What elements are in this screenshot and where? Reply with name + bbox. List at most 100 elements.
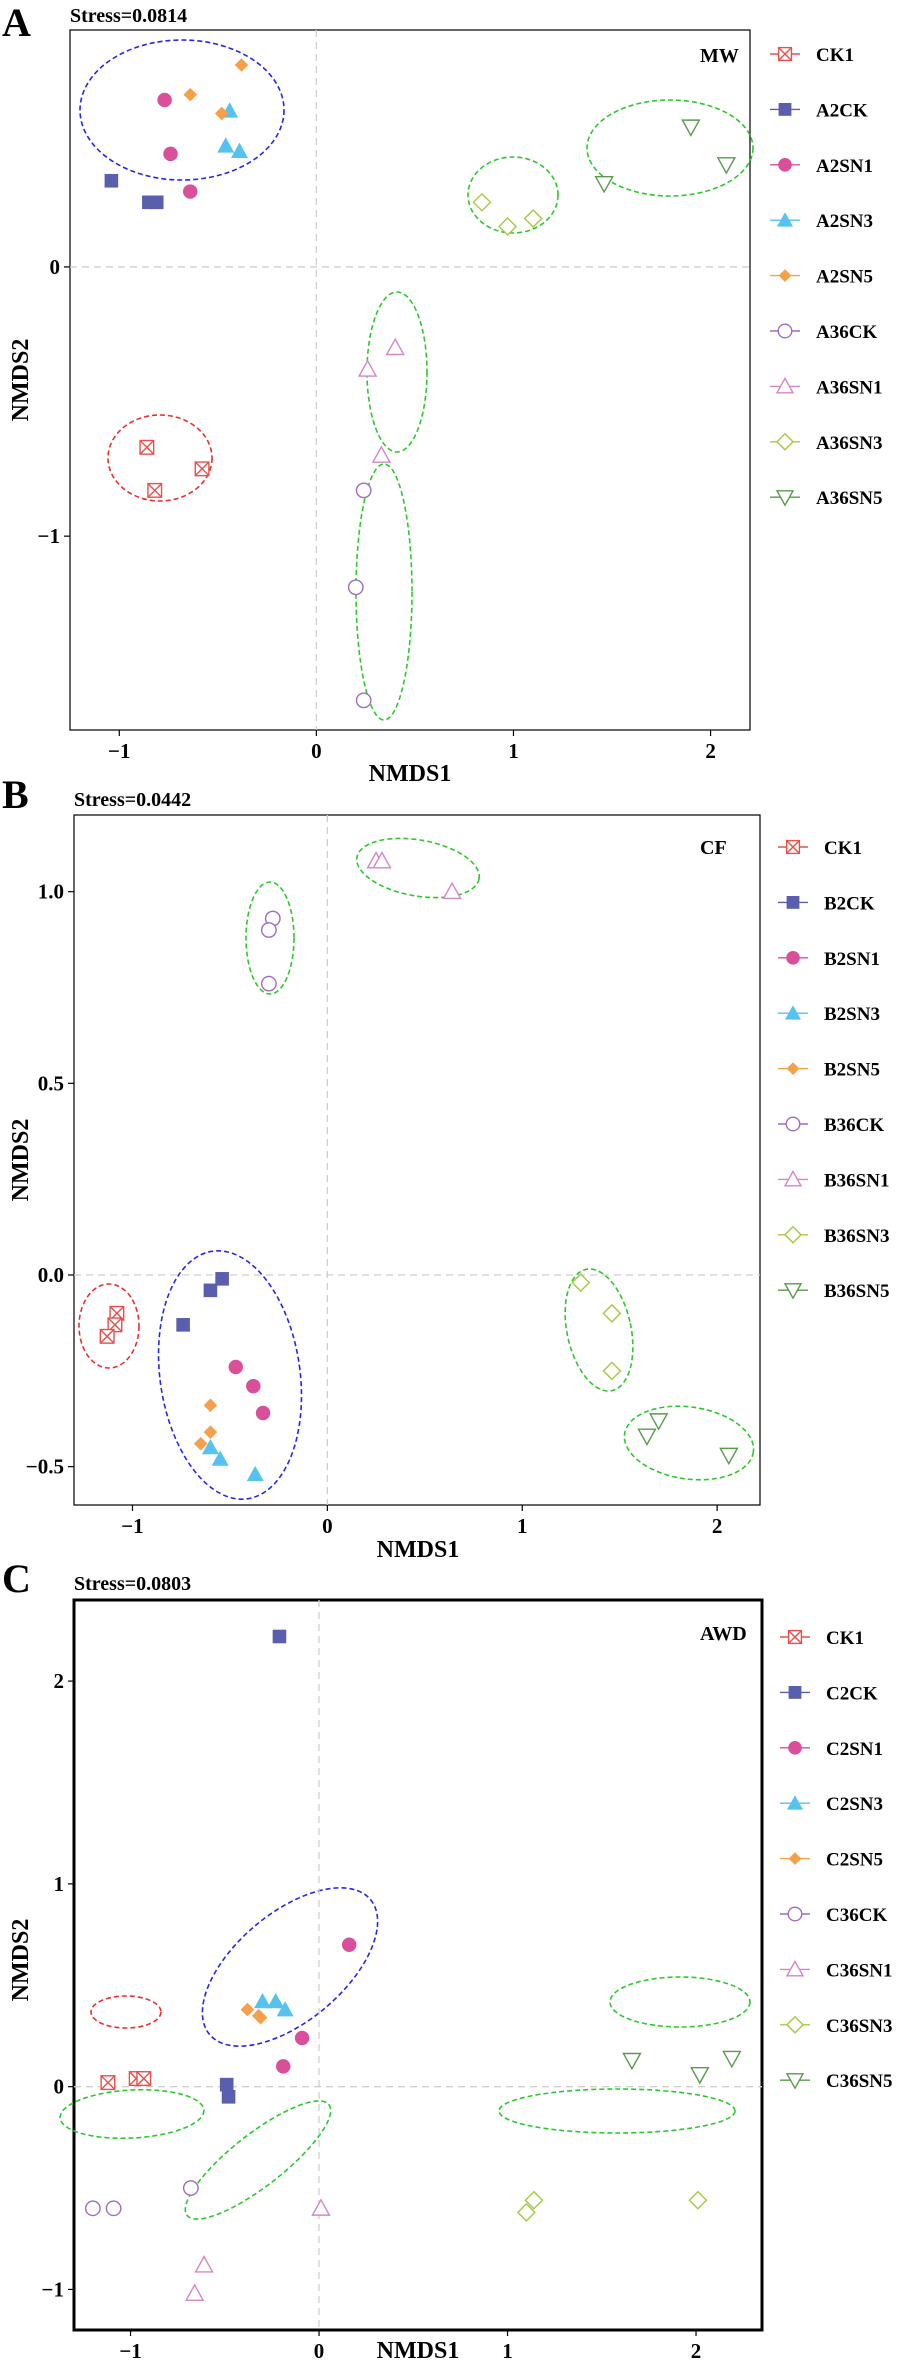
panel-b-point-b2sn3 <box>246 1465 264 1482</box>
panel-a-points <box>104 58 737 709</box>
panel-b-legend-marker-b36sn1 <box>783 1169 803 1187</box>
panel-b-point-b2sn1 <box>246 1378 261 1394</box>
panel-b-legend: CK1 B2CK B2SN1 B2SN3 B2SN5 B36CK B36SN1 B36SN3 B… <box>778 838 889 1302</box>
panel-b-ylabel: NMDS2 <box>8 1119 34 1202</box>
panel-a-point-a36sn3 <box>498 217 518 237</box>
panel-a-point-a2ck <box>104 173 119 188</box>
panel-b-point-b36sn1 <box>442 881 462 900</box>
panel-c-legend-marker-c36sn3 <box>786 2015 804 2034</box>
panel-c-xlabel: NMDS1 <box>377 2338 460 2363</box>
panel-c-legend-marker-c2sn5 <box>788 1852 802 1865</box>
panel-a: A Stress=0.0814 MW NMDS1 NMDS2 −1 0 1 2−10 … <box>2 0 883 787</box>
panel-a-xlabel: NMDS1 <box>369 761 452 787</box>
panel-a-point-a36sn3 <box>523 208 543 228</box>
panel-c-xtick-label: 1 <box>502 2339 513 2363</box>
panel-a-point-a36ck <box>347 579 364 596</box>
panel-b-point-b2ck <box>215 1272 229 1286</box>
panel-c-legend-label-c2sn1: C2SN1 <box>826 1739 883 1760</box>
panel-a-point-ck1 <box>194 461 210 477</box>
panel-a-ellipse-ck1 <box>107 414 213 502</box>
panel-c-point-c36ck <box>182 2180 199 2196</box>
panel-c-plot-frame <box>72 1598 764 2332</box>
panel-c-legend-label-c2sn3: C2SN3 <box>826 1794 883 1815</box>
panel-a-legend-marker-a36ck <box>777 323 793 339</box>
panel-c-ellipse-36sn3 <box>498 2088 736 2134</box>
panel-b-label: B <box>2 772 29 817</box>
panel-b-xtick-label: −1 <box>121 1514 143 1538</box>
panel-b-point-b36sn3 <box>602 1361 622 1381</box>
panel-b-points <box>99 851 739 1482</box>
panel-b-xlabel: NMDS1 <box>377 1537 460 1563</box>
panel-b-ellipses <box>78 837 755 1500</box>
panel-a-point-ck1 <box>139 439 155 455</box>
panel-c-legend-label-ck1: CK1 <box>826 1628 864 1649</box>
panel-a-legend-marker-a2sn3 <box>777 212 793 227</box>
panel-c-ytick-label: 1 <box>54 1872 65 1896</box>
panel-a-point-a36sn1 <box>357 359 378 377</box>
panel-a-xtick-label: −1 <box>108 739 130 763</box>
panel-b-legend-marker-b36sn3 <box>784 1225 802 1244</box>
panel-c-legend-marker-c36sn5 <box>785 2073 805 2090</box>
panel-c-legend-label-c2sn5: C2SN5 <box>826 1850 883 1871</box>
panel-a-point-a2sn3 <box>217 137 235 153</box>
panel-a-point-a36sn5 <box>681 119 701 137</box>
panel-c-treatment-label: AWD <box>700 1623 747 1645</box>
panel-a-point-a2sn3 <box>231 142 249 158</box>
panel-a-xtick-label: 1 <box>508 739 519 763</box>
panel-b-point-b2sn3 <box>211 1450 229 1466</box>
panel-b-ellipse-36sn5 <box>623 1405 755 1481</box>
panel-c-point-c2ck <box>219 2077 234 2092</box>
panel-c-ellipse-36sn1 <box>184 2100 332 2220</box>
panel-b-legend-label-b2sn1: B2SN1 <box>824 949 880 970</box>
panel-c-ellipse-36sn5 <box>609 1976 751 2028</box>
panel-a-point-a36sn5 <box>716 157 737 175</box>
panel-a-plot-frame <box>69 29 751 731</box>
panel-b-legend-label-b2sn5: B2SN5 <box>824 1060 880 1081</box>
panel-c-point-c36sn5 <box>722 2050 742 2069</box>
panel-c-stress: Stress=0.0803 <box>74 1573 191 1595</box>
panel-a-legend-label-a2ck: A2CK <box>816 100 868 121</box>
panel-a-legend-label-a36sn1: A36SN1 <box>816 377 883 398</box>
panel-b-point-b2sn5 <box>203 1398 218 1413</box>
panel-c-ytick-label: 0 <box>54 2075 65 2099</box>
panel-c-xtick-label: 2 <box>691 2339 702 2363</box>
panel-a-ellipse-s2 <box>79 39 285 181</box>
panel-a-stress: Stress=0.0814 <box>70 5 187 27</box>
panel-a-ellipses <box>79 39 754 721</box>
panel-c-legend-label-c36ck: C36CK <box>826 1905 887 1926</box>
panel-c-point-ck1 <box>100 2075 116 2091</box>
panel-c-point-c2sn3 <box>253 1993 271 2009</box>
panel-a-legend-marker-a2sn5 <box>778 269 792 282</box>
panel-b-legend-label-b36sn5: B36SN5 <box>824 1281 889 1302</box>
panel-b-point-b2sn5 <box>203 1425 218 1439</box>
panel-a-legend-marker-a2sn1 <box>778 158 792 172</box>
panel-b-legend-marker-b36sn5 <box>783 1283 803 1300</box>
panel-b-legend-label-b2sn3: B2SN3 <box>824 1004 880 1025</box>
panel-b-point-b2sn5 <box>193 1436 208 1451</box>
panel-a-label: A <box>2 0 31 45</box>
panel-c-ytick-label: 2 <box>54 1669 65 1693</box>
panel-c-ellipse-36ck <box>59 2088 205 2140</box>
panel-c-xtick-label: 0 <box>314 2339 325 2363</box>
panel-c-point-c36sn1 <box>194 2255 214 2273</box>
panel-a-legend-label-ck1: CK1 <box>816 45 854 66</box>
panel-c-legend-label-c36sn5: C36SN5 <box>826 2071 893 2092</box>
panel-a-ref-lines <box>70 30 750 730</box>
panel-a-point-a36sn1 <box>385 337 405 356</box>
panel-c-ellipse-ck1 <box>90 1995 162 2029</box>
panel-c-xtick-label: −1 <box>119 2339 141 2363</box>
panel-b-point-b36sn3 <box>602 1303 622 1323</box>
panel-c-legend-marker-ck1 <box>787 1629 803 1645</box>
panel-c-ref-lines <box>74 1600 762 2330</box>
panel-a-point-a2sn1 <box>163 146 178 162</box>
panel-a-ellipse-36sn5 <box>586 99 754 197</box>
panel-b-ellipse-ck1 <box>78 1283 140 1369</box>
panel-c-point-c2sn1 <box>276 2059 291 2074</box>
panel-b-legend-marker-ck1 <box>785 839 801 855</box>
panel-c-point-c36sn3 <box>524 2190 544 2210</box>
panel-a-legend-label-a36ck: A36CK <box>816 322 877 343</box>
panel-c-point-c36ck <box>105 2200 122 2217</box>
panel-b-point-b36sn5 <box>648 1413 669 1431</box>
panel-a-point-a2sn1 <box>157 92 172 108</box>
panel-c-legend-label-c36sn1: C36SN1 <box>826 1960 893 1981</box>
